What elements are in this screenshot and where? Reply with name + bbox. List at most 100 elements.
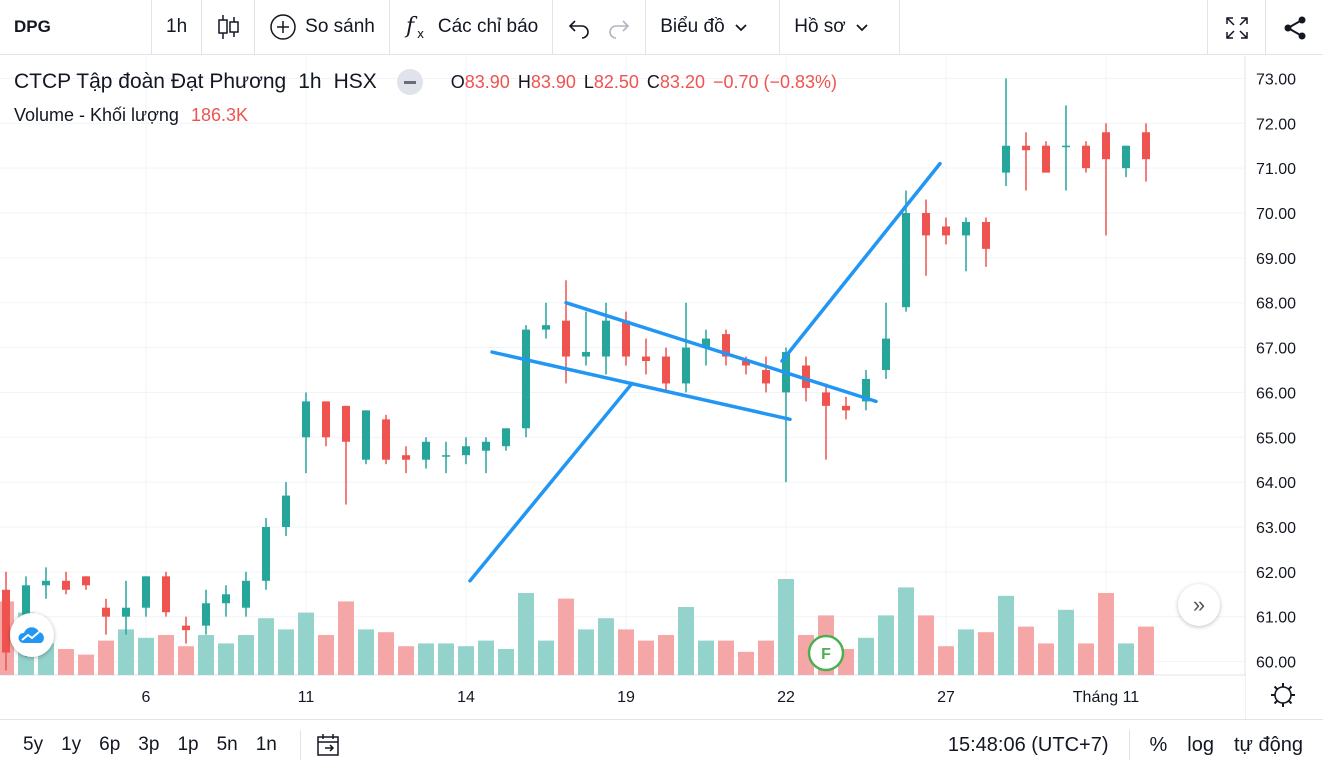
candle [782,347,790,483]
candle-body [1082,145,1090,169]
profile-dropdown[interactable]: Hồ sơ [780,0,901,55]
time-axis-bg [0,676,1245,719]
volume-bar [158,635,174,675]
candle-body [1002,145,1010,173]
volume-bar [978,632,994,675]
candle [1002,78,1010,187]
candle [522,325,530,438]
candle-body [722,334,730,357]
candle-body [802,365,810,388]
bottom-toolbar: 5y 1y 6p 3p 1p 5n 1n 15:48:06 (UTC+7) % log tự… [0,719,1323,769]
volume-bar [1118,643,1134,675]
indicators-button[interactable]: f x Các chỉ báo [390,0,554,55]
undo-button[interactable] [553,0,599,55]
percent-toggle[interactable]: % [1149,733,1168,756]
candle [282,482,290,536]
volume-bar [1078,643,1094,675]
volume-bar [178,646,194,675]
candles-icon [218,15,239,39]
price-tick-label: 67.00 [1256,341,1296,358]
candle [942,217,950,245]
candle [202,589,210,635]
candle-body [302,401,310,438]
interval-button[interactable]: 1h [152,0,203,55]
candle-body [262,526,270,581]
volume-bar [778,579,794,675]
candle [562,280,570,384]
candle-body [422,441,430,460]
volume-bar [98,640,114,675]
candle [982,217,990,267]
candle-body [322,401,330,438]
price-tick-label: 66.00 [1256,385,1296,402]
candle [382,414,390,465]
price-tick-label: 60.00 [1256,655,1296,672]
candle-body [862,378,870,402]
share-button[interactable] [1265,0,1323,55]
candle-body [702,338,710,348]
settings-gear-icon[interactable] [1271,683,1295,707]
candle [882,302,890,379]
svg-text:f: f [404,14,418,39]
time-tick-label: 11 [298,689,315,706]
range-button-1y[interactable]: 1y [61,733,82,755]
candle-body [1022,145,1030,151]
calendar-goto-icon[interactable] [315,732,343,758]
range-button-5n[interactable]: 5n [216,733,238,755]
auto-scale-toggle[interactable]: tự động [1234,733,1303,756]
fullscreen-button[interactable] [1207,0,1265,55]
price-chart[interactable]: F 73.00 72.00 71.00 70.00 69.00 68.00 67.00 66.0… [0,56,1323,719]
volume-bar [278,629,294,675]
tradingview-logo-button[interactable] [10,613,54,657]
range-button-1p[interactable]: 1p [177,733,199,755]
close-key: C [646,71,660,92]
volume-bar [438,643,454,675]
clock-time[interactable]: 15:48:06 (UTC+7) [947,733,1109,756]
volume-bar [698,640,714,675]
volume-bar [238,635,254,675]
candle-body [442,455,450,457]
candle-body [1102,132,1110,160]
volume-bar [518,593,534,675]
chart-type-dropdown[interactable]: Biểu đồ [646,0,781,55]
symbol-search-button[interactable]: DPG [0,0,152,55]
candle [302,392,310,474]
event-marker-circle [807,634,845,672]
candle [922,199,930,276]
compare-button[interactable]: So sánh [255,0,390,55]
chevron-down-icon [735,24,747,32]
volume-bar [598,618,614,675]
candle-body [742,361,750,366]
share-icon [1284,16,1305,39]
candle-body [462,446,470,456]
fx-icon: f x [404,14,424,41]
candle [582,311,590,366]
volume-bar [538,640,554,675]
candle-body [342,405,350,442]
candle [2,571,10,671]
volume-bar [218,643,234,675]
candle-body [622,320,630,357]
candle-body [82,576,90,586]
range-button-1n[interactable]: 1n [255,733,277,755]
volume-bar [318,635,334,675]
range-button-5y[interactable]: 5y [23,733,44,755]
scroll-to-realtime-button[interactable]: » [1178,584,1220,626]
candle [822,383,830,460]
volume-bar [478,640,494,675]
volume-bar [138,637,154,675]
range-button-6p[interactable]: 6p [99,733,121,755]
volume-bar [498,649,514,675]
minus-icon [403,80,416,84]
range-button-3p[interactable]: 3p [138,733,160,755]
redo-button[interactable] [599,0,647,55]
candle-body [222,594,230,604]
candle [82,576,90,590]
collapse-legend-button[interactable] [396,69,423,95]
volume-bar [578,629,594,675]
log-toggle[interactable]: log [1187,733,1214,756]
candle [162,571,170,617]
candle [482,437,490,474]
low-value: 82.50 [593,71,639,92]
chart-style-button[interactable] [202,0,256,55]
